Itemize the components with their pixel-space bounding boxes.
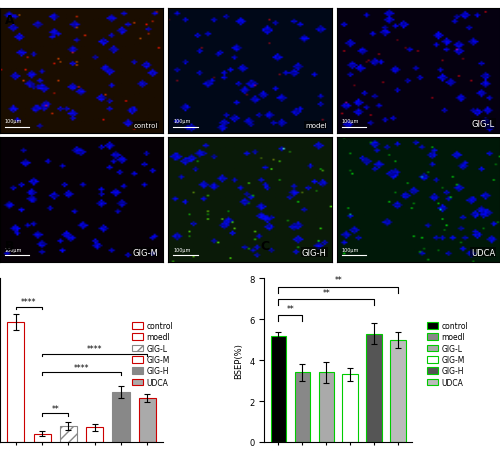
Text: A: A [5,14,15,27]
Text: ****: **** [21,298,36,307]
Text: C: C [260,239,269,252]
Text: 100μm: 100μm [5,119,22,124]
Text: UDCA: UDCA [471,248,495,257]
Text: GIG-M: GIG-M [132,248,158,257]
Bar [318,373,334,442]
Text: 100μm: 100μm [342,247,359,252]
Text: control: control [134,123,158,129]
Bar [7,322,24,442]
Legend: control, moedl, GIG-L, GIG-M, GIG-H, UDCA: control, moedl, GIG-L, GIG-M, GIG-H, UDC… [424,318,471,390]
Text: **: ** [286,304,294,313]
Text: 100μm: 100μm [5,247,22,252]
Bar [390,340,406,442]
Text: 100μm: 100μm [342,119,359,124]
Bar [294,373,310,442]
Bar [270,336,286,442]
Text: **: ** [52,404,59,413]
Bar [86,427,104,442]
Bar [112,392,130,442]
Bar [342,375,358,442]
Text: GIG-H: GIG-H [302,248,327,257]
Text: **: ** [322,288,330,297]
Text: ****: **** [74,363,90,372]
Text: GIG-L: GIG-L [472,120,495,129]
Bar [139,398,156,442]
Text: 100μm: 100μm [173,119,190,124]
Text: B: B [5,239,15,252]
Bar [34,434,50,442]
Bar [60,426,77,442]
Legend: control, moedl, GIG-L, GIG-M, GIG-H, UDCA: control, moedl, GIG-L, GIG-M, GIG-H, UDC… [129,318,176,390]
Y-axis label: BSEP(%): BSEP(%) [234,342,244,378]
Text: model: model [305,123,327,129]
Text: **: ** [334,276,342,285]
Text: ****: **** [87,344,102,353]
Bar [366,334,382,442]
Text: 100μm: 100μm [173,247,190,252]
